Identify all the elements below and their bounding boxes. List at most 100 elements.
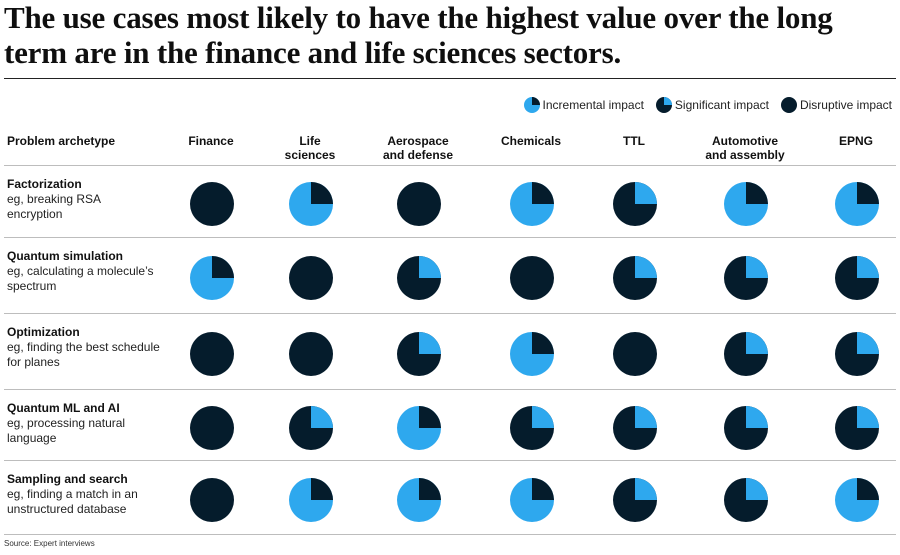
row-divider [4,165,896,166]
impact-pie-incremental [289,182,333,226]
pie-base [780,97,797,113]
pie-quarter [746,405,768,428]
row-divider [4,313,896,314]
impact-pie-disruptive [397,182,441,226]
pie-quarter [311,478,333,500]
row-description: eg, calculating a molecule’s spectrum [7,264,154,293]
pie-quarter [635,256,657,278]
column-header: Chemicals [500,134,562,148]
impact-pie-significant [289,405,333,450]
pie-base [613,332,657,376]
legend-label: Disruptive impact [799,98,892,112]
column-header: Finance [188,134,234,148]
pie-quarter [746,332,768,354]
impact-pie-disruptive [289,256,333,300]
pie-quarter [857,478,879,500]
legend-label: Significant impact [674,98,769,112]
pie-base [190,182,234,226]
legend-pie-icon [523,97,540,113]
row-name: Quantum ML and AI [7,401,120,415]
title-divider [4,78,896,79]
impact-pie-significant [397,332,441,376]
row-name: Sampling and search [7,472,128,486]
impact-pie-incremental [289,478,333,522]
impact-pie-significant [613,478,657,522]
impact-pie-significant [510,405,554,450]
impact-pie-significant [613,256,657,300]
row-description: eg, breaking RSA encryption [7,192,102,221]
legend-pie-icon [780,97,797,113]
impact-pie-disruptive [613,332,657,376]
impact-pie-significant [613,405,657,450]
row-divider [4,389,896,390]
row-label: Quantum simulation eg, calculating a mole… [7,249,177,294]
row-divider [4,237,896,238]
row-name: Quantum simulation [7,249,124,263]
row-name: Factorization [7,177,82,191]
legend: Incremental impact Significant impact Disr… [512,97,892,113]
pie-quarter [311,405,333,428]
table-row: Optimization eg, finding the best schedul… [0,313,900,389]
impact-pie-disruptive [190,478,234,522]
impact-pie-incremental [397,405,441,450]
legend-item-2: Significant impact [655,97,769,113]
impact-pie-significant [724,478,768,522]
impact-pie-significant [724,405,768,450]
pie-quarter [857,182,879,204]
pie-base [289,256,333,300]
column-header: Aerospace and defense [382,134,454,162]
pie-quarter [635,405,657,428]
pie-quarter [663,97,672,105]
column-header: TTL [623,134,645,148]
impact-pie-disruptive [289,332,333,376]
impact-pie-incremental [724,182,768,226]
pie-quarter [419,405,441,428]
legend-pie-icon [655,97,672,113]
impact-pie-disruptive [190,182,234,226]
pie-quarter [212,256,234,278]
row-header-label: Problem archetype [7,134,116,148]
table-row: Quantum simulation eg, calculating a mole… [0,237,900,313]
pie-quarter [532,478,554,500]
column-header: Life sciences [284,134,336,162]
pie-quarter [635,478,657,500]
pie-quarter [857,256,879,278]
pie-quarter [531,97,540,105]
pie-base [397,182,441,226]
impact-pie-significant [835,405,879,450]
impact-pie-incremental [835,478,879,522]
pie-quarter [746,182,768,204]
impact-pie-incremental [835,182,879,226]
pie-quarter [311,182,333,204]
pie-quarter [419,332,441,354]
pie-base [190,478,234,522]
table-header: Problem archetype Finance Life sciences Aer… [0,134,900,164]
pie-base [190,405,234,450]
legend-item-3: Disruptive impact [780,97,892,113]
pie-quarter [746,256,768,278]
pie-quarter [419,256,441,278]
row-label: Quantum ML and AI eg, processing natural l… [7,401,177,446]
pie-quarter [532,332,554,354]
impact-pie-significant [835,332,879,376]
impact-pie-significant [835,256,879,300]
chart-title: The use cases most likely to have the hi… [4,0,833,70]
impact-pie-incremental [510,332,554,376]
column-header: EPNG [838,134,873,148]
legend-label: Incremental impact [542,98,644,112]
pie-base [190,332,234,376]
impact-pie-significant [724,332,768,376]
pie-quarter [532,182,554,204]
table-row: Factorization eg, breaking RSA encryption [0,165,900,237]
bottom-divider [4,534,896,535]
row-label: Sampling and search eg, finding a match i… [7,472,177,517]
pie-quarter [532,405,554,428]
pie-quarter [857,332,879,354]
legend-item-1: Incremental impact [523,97,644,113]
table-row: Quantum ML and AI eg, processing natural l… [0,389,900,460]
impact-pie-disruptive [190,332,234,376]
pie-quarter [635,182,657,204]
impact-pie-disruptive [510,256,554,300]
source-note: Source: Expert interviews [4,539,95,548]
row-label: Optimization eg, finding the best schedul… [7,325,177,370]
